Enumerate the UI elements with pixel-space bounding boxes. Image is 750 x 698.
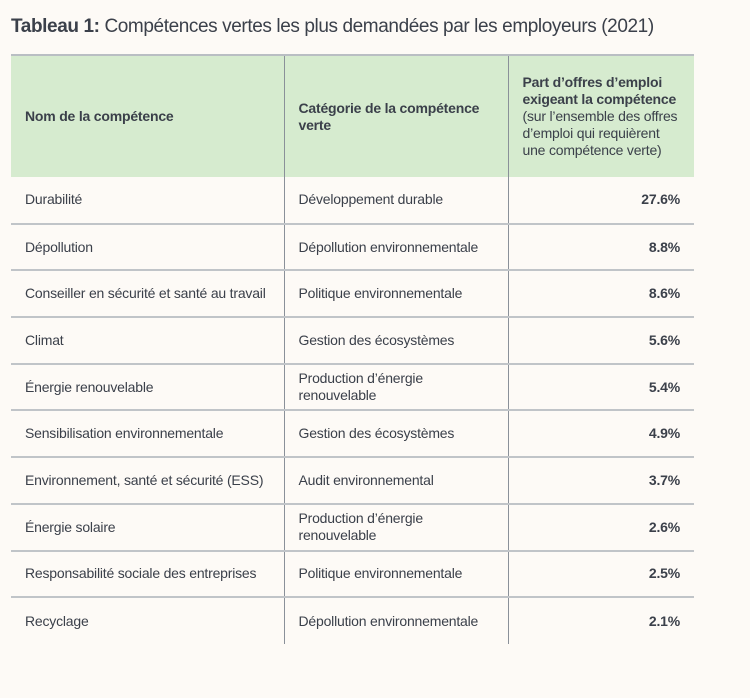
share-cell: 2.1% (507, 597, 694, 644)
table-row: Durabilité Développement durable 27.6% (11, 177, 694, 224)
share-cell: 4.9% (507, 410, 694, 458)
table-row: Dépollution Dépollution environnementale 8… (11, 223, 694, 271)
skill-name-cell: Climat (25, 331, 64, 348)
table-title-text: Compétences vertes les plus demandées pa… (99, 16, 654, 37)
skills-table: Nom de la compétence Catégorie de la com… (11, 54, 694, 644)
category-cell: Politique environnementale (283, 270, 508, 318)
skill-name-cell: Énergie renouvelable (25, 378, 154, 395)
header-category: Catégorie de la compétence verte (283, 55, 508, 177)
category-cell: Dépollution environnementale (283, 597, 508, 644)
table-row: Sensibilisation environnementale Gestion … (11, 410, 694, 458)
table-row: Climat Gestion des écosystèmes 5.6% (11, 317, 694, 364)
share-cell: 8.8% (507, 223, 694, 271)
category-cell: Politique environnementale (283, 550, 508, 598)
share-cell: 27.6% (507, 177, 694, 224)
category-cell: Développement durable (283, 177, 508, 224)
share-cell: 2.6% (507, 503, 694, 551)
share-cell: 2.5% (507, 550, 694, 598)
skill-name-cell: Conseiller en sécurité et santé au trava… (25, 285, 266, 302)
skill-name-cell: Environnement, santé et sécurité (ESS) (25, 471, 264, 488)
share-cell: 3.7% (507, 457, 694, 504)
table-row: Énergie solaire Production d’énergie reno… (11, 503, 694, 551)
header-share-note: (sur l’ensemble des offres d’emploi qui … (522, 108, 678, 158)
table-title-prefix: Tableau 1: (11, 16, 100, 37)
skill-name-cell: Sensibilisation environnementale (25, 425, 224, 442)
table-row: Énergie renouvelable Production d’énergie… (11, 363, 694, 411)
skill-name-cell: Dépollution (25, 238, 93, 255)
table-row: Conseiller en sécurité et santé au trava… (11, 270, 694, 318)
category-cell: Production d’énergie renouvelable (283, 503, 508, 551)
table-row: Environnement, santé et sécurité (ESS) Au… (11, 457, 694, 504)
share-cell: 5.4% (507, 363, 694, 411)
category-cell: Gestion des écosystèmes (283, 410, 508, 458)
category-cell: Gestion des écosystèmes (283, 317, 508, 364)
table-row: Responsabilité sociale des entreprises Po… (11, 550, 694, 598)
table-row: Recyclage Dépollution environnementale 2.1… (11, 597, 694, 644)
header-share: Part d’offres d’emploi exigeant la compé… (507, 55, 694, 177)
category-cell: Production d’énergie renouvelable (283, 363, 508, 411)
table-header-row: Nom de la compétence Catégorie de la com… (11, 55, 694, 177)
skill-name-cell: Énergie solaire (25, 518, 116, 535)
share-cell: 8.6% (507, 270, 694, 318)
header-share-title: Part d’offres d’emploi exigeant la compé… (522, 74, 677, 107)
header-skill-name: Nom de la compétence (25, 108, 174, 124)
table-title: Tableau 1: Compétences vertes les plus d… (11, 16, 654, 38)
category-cell: Dépollution environnementale (283, 223, 508, 271)
share-cell: 5.6% (507, 317, 694, 364)
category-cell: Audit environnemental (283, 457, 508, 504)
skill-name-cell: Responsabilité sociale des entreprises (25, 565, 257, 582)
skill-name-cell: Durabilité (25, 191, 83, 208)
skill-name-cell: Recyclage (25, 612, 89, 629)
